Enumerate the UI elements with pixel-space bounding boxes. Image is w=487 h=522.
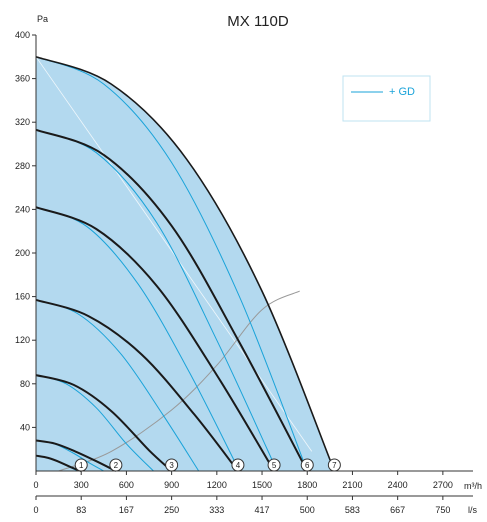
speed-curve-3 <box>35 374 173 472</box>
x-tick-label-1200: 1200 <box>207 480 227 490</box>
curve-marker-1 <box>74 458 88 472</box>
y-tick-label-40: 40 <box>20 422 30 432</box>
system-curve <box>58 290 300 472</box>
y-tick-label-360: 360 <box>15 74 30 84</box>
x2-tick-label-0: 0 <box>33 505 38 515</box>
curve-marker-6 <box>300 458 314 472</box>
legend-label: + GD <box>389 86 415 98</box>
x-axis-unit-primary: m³/h <box>464 481 482 491</box>
speed-curve-6 <box>35 128 309 472</box>
x2-tick-label-667: 667 <box>390 505 405 515</box>
x-tick-label-900: 900 <box>164 480 179 490</box>
speed-curve-4 <box>35 298 239 472</box>
white-guide-line <box>35 56 313 452</box>
x2-tick-label-583: 583 <box>345 505 360 515</box>
x-tick-label-1800: 1800 <box>297 480 317 490</box>
y-tick-label-240: 240 <box>15 204 30 214</box>
x2-tick-label-250: 250 <box>164 505 179 515</box>
x-tick-label-2100: 2100 <box>342 480 362 490</box>
x-tick-label-1500: 1500 <box>252 480 272 490</box>
x-tick-label-600: 600 <box>119 480 134 490</box>
x-tick-label-0: 0 <box>33 480 38 490</box>
gd-curve-6 <box>35 129 278 472</box>
y-tick-label-120: 120 <box>15 335 30 345</box>
operating-area <box>36 56 335 472</box>
x2-tick-label-750: 750 <box>435 505 450 515</box>
x2-tick-label-417: 417 <box>255 505 270 515</box>
curve-marker-2 <box>109 458 123 472</box>
x-tick-label-300: 300 <box>74 480 89 490</box>
speed-curve-7 <box>35 56 336 472</box>
y-tick-label-200: 200 <box>15 248 30 258</box>
curve-label-1: 1 <box>79 461 84 470</box>
curve-label-7: 7 <box>332 461 337 470</box>
curve-labels-layer: 1 2 3 4 5 6 7 <box>74 458 341 472</box>
y-tick-label-80: 80 <box>20 379 30 389</box>
speed-curves-layer <box>35 56 336 472</box>
speed-curve-2 <box>35 439 117 472</box>
chart-title: MX 110D <box>227 13 289 30</box>
x-axis-unit-secondary: l/s <box>468 505 478 515</box>
curve-marker-3 <box>165 458 179 472</box>
curve-label-3: 3 <box>169 461 174 470</box>
y-tick-label-400: 400 <box>15 30 30 40</box>
speed-curve-5 <box>35 206 275 472</box>
curve-label-5: 5 <box>272 461 277 470</box>
gd-curve-5 <box>35 206 240 472</box>
x-tick-label-2400: 2400 <box>388 480 408 490</box>
curve-label-2: 2 <box>114 461 119 470</box>
y-tick-label-280: 280 <box>15 161 30 171</box>
curve-label-6: 6 <box>305 461 310 470</box>
x2-tick-label-83: 83 <box>76 505 86 515</box>
speed-curve-1 <box>35 454 82 472</box>
system-curve-layer <box>58 290 300 472</box>
operating-area-layer <box>35 56 335 472</box>
x-tick-label-2700: 2700 <box>433 480 453 490</box>
legend-box <box>342 75 431 122</box>
legend: + GD <box>342 75 431 122</box>
curve-marker-7 <box>327 458 341 472</box>
x2-tick-label-167: 167 <box>119 505 134 515</box>
y-axis-label: Pa <box>37 14 48 24</box>
gd-curve-7 <box>35 56 308 472</box>
x2-tick-label-333: 333 <box>209 505 224 515</box>
curve-label-4: 4 <box>236 461 241 470</box>
y-tick-label-320: 320 <box>15 117 30 127</box>
curve-marker-5 <box>267 458 281 472</box>
curve-marker-4 <box>231 458 245 472</box>
x2-tick-label-500: 500 <box>300 505 315 515</box>
y-tick-label-160: 160 <box>15 292 30 302</box>
